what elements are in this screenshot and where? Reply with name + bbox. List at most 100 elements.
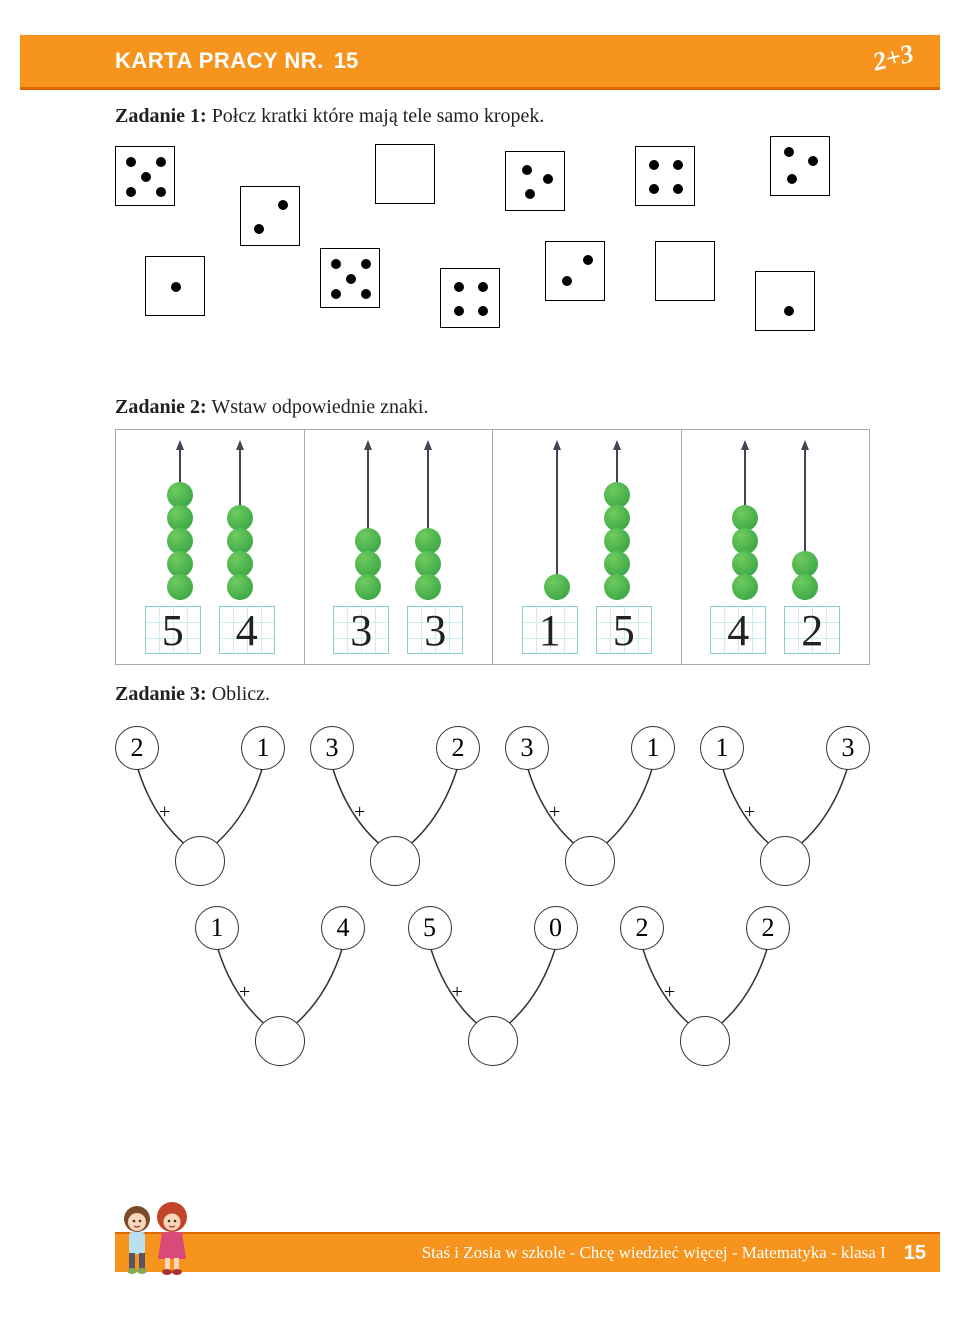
die-dot [171, 282, 181, 292]
bond-top-left: 1 [195, 906, 239, 950]
die [240, 186, 300, 246]
bead [415, 574, 441, 600]
die [545, 241, 605, 301]
bond-top-right: 2 [746, 906, 790, 950]
number-box: 3 [407, 606, 463, 654]
number-value: 5 [613, 605, 635, 656]
bead-stick [602, 440, 632, 600]
task2-label: Zadanie 2: [115, 396, 207, 418]
bond-operator: + [239, 981, 250, 1004]
task1-text: Połcz kratki które mają tele samo kropek… [207, 105, 545, 127]
die [440, 268, 500, 328]
die-dot [543, 174, 553, 184]
number-value: 3 [424, 605, 446, 656]
footer: Staś i Zosia w szkole - Chcę wiedzieć wi… [115, 1232, 940, 1272]
die-dot [673, 184, 683, 194]
bond-result[interactable] [255, 1016, 305, 1066]
number-box: 5 [145, 606, 201, 654]
die-dot [454, 282, 464, 292]
number-bond: 3 1 + [505, 726, 675, 886]
header-number: 15 [334, 48, 358, 74]
task1-prompt: Zadanie 1: Połcz kratki które mają tele … [115, 105, 870, 128]
bonds-row-1: 2 1 + 3 2 + 3 1 + 1 3 + [115, 726, 870, 886]
number-value: 3 [350, 605, 372, 656]
page-number: 15 [904, 1242, 926, 1265]
bond-top-left: 3 [310, 726, 354, 770]
number-bond: 1 4 + [195, 906, 365, 1066]
number-box: 4 [219, 606, 275, 654]
bond-operator: + [744, 801, 755, 824]
die-dot [784, 306, 794, 316]
bond-operator: + [159, 801, 170, 824]
header-title: KARTA PRACY NR. [115, 48, 324, 74]
number-bond: 5 0 + [408, 906, 578, 1066]
bead [544, 574, 570, 600]
die [320, 248, 380, 308]
task3-prompt: Zadanie 3: Oblicz. [115, 683, 870, 706]
number-box: 1 [522, 606, 578, 654]
die-dot [141, 172, 151, 182]
die-dot [361, 289, 371, 299]
bonds-row-2: 1 4 + 5 0 + 2 2 + [115, 906, 870, 1066]
number-bond: 2 2 + [620, 906, 790, 1066]
bond-result[interactable] [370, 836, 420, 886]
die-dot [525, 189, 535, 199]
number-value: 5 [162, 605, 184, 656]
footer-text: Staś i Zosia w szkole - Chcę wiedzieć wi… [422, 1243, 886, 1263]
bead-stick [225, 440, 255, 600]
die-dot [673, 160, 683, 170]
bond-operator: + [549, 801, 560, 824]
die-dot [331, 259, 341, 269]
bond-top-right: 0 [534, 906, 578, 950]
bond-result[interactable] [175, 836, 225, 886]
bond-top-left: 2 [620, 906, 664, 950]
die-dot [126, 157, 136, 167]
die-dot [156, 187, 166, 197]
number-value: 4 [727, 605, 749, 656]
bond-top-left: 3 [505, 726, 549, 770]
kids-illustration [112, 1197, 202, 1277]
die-dot [126, 187, 136, 197]
die-dot [478, 306, 488, 316]
die-dot [522, 165, 532, 175]
bead-stick [165, 440, 195, 600]
bead [792, 574, 818, 600]
die [115, 146, 175, 206]
bead-stick [353, 440, 383, 600]
die-dot [254, 224, 264, 234]
beads-row: 54331542 [115, 429, 870, 665]
number-value: 1 [539, 605, 561, 656]
number-value: 4 [236, 605, 258, 656]
die-dot [784, 147, 794, 157]
die-dot [562, 276, 572, 286]
die-dot [787, 174, 797, 184]
bond-result[interactable] [565, 836, 615, 886]
task3-text: Oblicz. [207, 683, 270, 705]
header-expression: 2+3 [870, 39, 917, 78]
task1-label: Zadanie 1: [115, 105, 207, 127]
die [375, 144, 435, 204]
bond-operator: + [452, 981, 463, 1004]
bond-top-right: 1 [631, 726, 675, 770]
bond-operator: + [664, 981, 675, 1004]
bead [227, 574, 253, 600]
task2-prompt: Zadanie 2: Wstaw odpowiednie znaki. [115, 396, 870, 419]
bond-operator: + [354, 801, 365, 824]
bond-top-right: 3 [826, 726, 870, 770]
die-dot [649, 184, 659, 194]
bond-result[interactable] [680, 1016, 730, 1066]
bead [167, 574, 193, 600]
worksheet-header: KARTA PRACY NR. 15 2+3 [20, 35, 940, 90]
content-area: Zadanie 1: Połcz kratki które mają tele … [115, 105, 870, 1066]
die [770, 136, 830, 196]
bead-stick [730, 440, 760, 600]
bond-result[interactable] [468, 1016, 518, 1066]
beads-cell: 15 [493, 430, 682, 664]
bond-result[interactable] [760, 836, 810, 886]
number-box: 2 [784, 606, 840, 654]
die-dot [583, 255, 593, 265]
beads-cell: 54 [116, 430, 305, 664]
die-dot [454, 306, 464, 316]
die-dot [361, 259, 371, 269]
beads-cell: 42 [682, 430, 870, 664]
